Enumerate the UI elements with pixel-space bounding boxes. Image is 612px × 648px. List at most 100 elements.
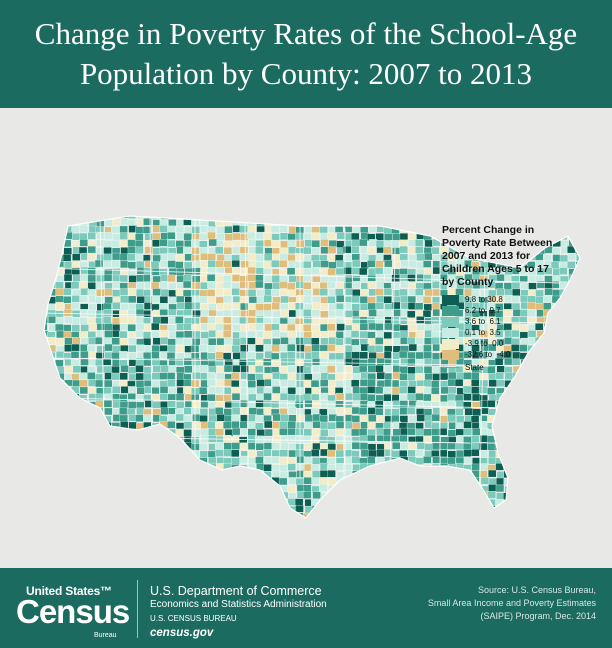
county-cell (462, 385, 472, 394)
county-cell (215, 358, 224, 366)
county-cell (328, 261, 337, 269)
county-cell (424, 288, 433, 297)
county-cell (71, 295, 80, 303)
county-cell (216, 366, 225, 374)
county-cell (184, 302, 193, 310)
county-cell (400, 280, 410, 289)
county-cell (183, 274, 192, 282)
county-cell (56, 275, 65, 283)
county-cell (302, 366, 312, 375)
county-cell (351, 406, 361, 415)
county-cell (199, 240, 208, 248)
county-cell (463, 456, 473, 464)
county-cell (463, 421, 472, 429)
county-cell (447, 457, 456, 465)
county-cell (248, 296, 258, 304)
county-cell (216, 414, 225, 422)
county-cell (128, 287, 137, 296)
county-cell (480, 463, 489, 471)
county-cell (295, 428, 304, 436)
county-cell (287, 379, 296, 388)
county-cell (215, 331, 224, 339)
county-cell (223, 260, 232, 269)
county-cell (376, 380, 386, 388)
county-cell (208, 303, 217, 311)
county-cell (392, 233, 401, 241)
county-cell (176, 401, 185, 409)
county-cell (255, 231, 265, 240)
county-cell (152, 254, 161, 263)
county-cell (352, 259, 361, 268)
county-cell (95, 281, 105, 289)
county-cell (240, 260, 249, 268)
county-cell (191, 443, 200, 451)
county-cell (111, 337, 120, 345)
county-cell (367, 358, 377, 366)
county-cell (128, 331, 137, 339)
county-cell (400, 295, 409, 304)
county-cell (456, 372, 465, 380)
county-cell (72, 253, 81, 261)
county-cell (447, 414, 456, 423)
county-cell (479, 373, 488, 381)
county-cell (207, 400, 217, 409)
county-cell (222, 330, 232, 338)
county-cell (367, 407, 377, 415)
county-cell (175, 316, 184, 324)
county-cell (375, 240, 385, 248)
county-cell (367, 345, 376, 353)
county-cell (414, 302, 424, 310)
county-cell (216, 266, 225, 275)
county-cell (343, 443, 352, 451)
county-cell (311, 309, 321, 317)
county-cell (263, 442, 273, 450)
county-cell (207, 260, 217, 268)
county-cell (199, 408, 209, 416)
county-cell (296, 463, 305, 472)
county-cell (183, 261, 193, 270)
county-cell (103, 274, 113, 282)
county-cell (535, 323, 544, 331)
county-cell (432, 456, 441, 464)
county-cell (72, 337, 81, 345)
county-cell (576, 254, 580, 262)
county-cell (176, 253, 186, 262)
county-cell (215, 394, 224, 403)
county-cell (215, 400, 225, 409)
county-cell (312, 421, 321, 429)
county-cell (200, 309, 209, 317)
county-cell (335, 373, 344, 381)
county-cell (423, 435, 432, 444)
county-cell (80, 344, 89, 352)
county-cell (247, 266, 256, 275)
county-cell (232, 302, 242, 310)
county-cell (383, 246, 392, 254)
legend-swatch (442, 350, 459, 360)
census-gov-link[interactable]: census.gov (150, 627, 214, 639)
county-cell (136, 394, 145, 402)
county-cell (368, 309, 377, 317)
county-cell (374, 386, 384, 394)
county-cell (430, 316, 440, 324)
county-cell (208, 414, 217, 423)
county-cell (255, 267, 265, 275)
legend-label: 6.2 to 9.7 (465, 306, 501, 315)
county-cell (183, 323, 192, 331)
county-cell (399, 450, 408, 458)
county-cell (463, 372, 472, 380)
county-cell (167, 225, 176, 233)
county-cell (264, 282, 273, 291)
county-cell (255, 240, 264, 248)
county-cell (544, 267, 553, 275)
county-cell (215, 428, 224, 436)
county-cell (303, 337, 312, 345)
county-cell (270, 225, 280, 233)
county-cell (303, 456, 313, 464)
county-cell (151, 380, 161, 388)
county-cell (367, 456, 376, 464)
county-cell (415, 366, 424, 374)
county-cell (87, 252, 96, 261)
county-cell (255, 365, 264, 373)
county-cell (247, 289, 257, 297)
county-cell (487, 491, 496, 499)
